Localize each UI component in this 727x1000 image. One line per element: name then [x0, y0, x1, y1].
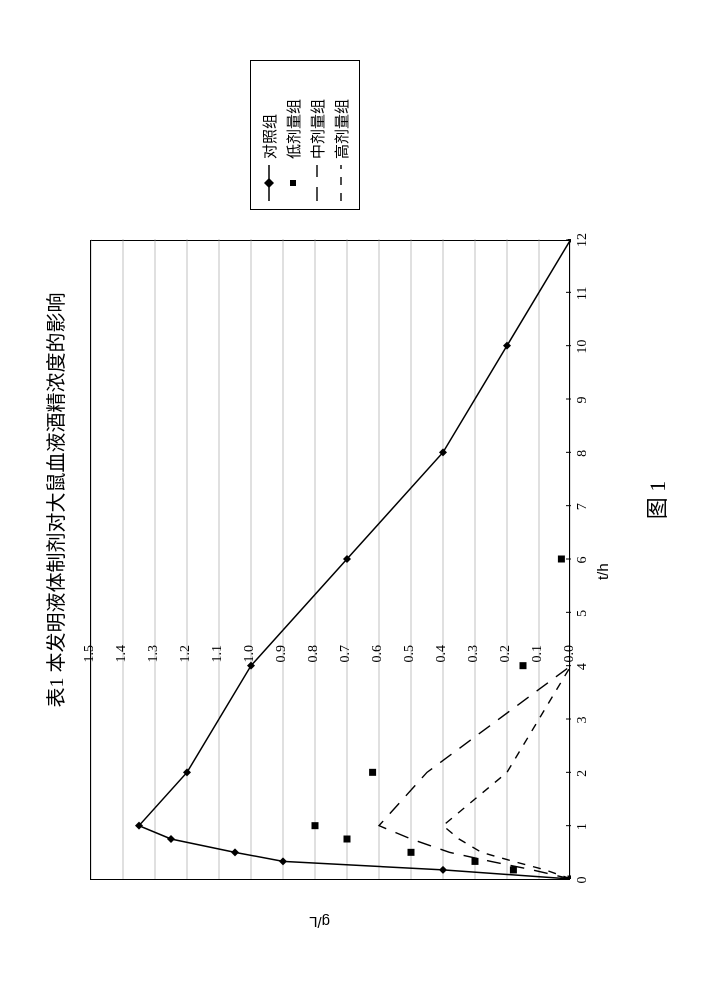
x-tick-label: 5	[575, 598, 591, 628]
plot-area	[90, 240, 570, 880]
y-tick-label: 1.4	[114, 645, 130, 685]
figure-label: 图 1	[640, 0, 672, 1000]
y-tick-label: 1.2	[178, 645, 194, 685]
chart-title: 表1 本发明液体制剂对大鼠血液酒精浓度的影响	[40, 0, 69, 1000]
y-tick-label: 1.1	[210, 645, 226, 685]
y-tick-label: 0.7	[338, 645, 354, 685]
legend-label: 对照组	[259, 114, 280, 159]
x-tick-label: 11	[575, 278, 591, 308]
y-tick-label: 1.0	[242, 645, 258, 685]
y-tick-label: 1.3	[146, 645, 162, 685]
y-axis-label: g/L	[309, 913, 330, 930]
y-tick-label: 1.5	[82, 645, 98, 685]
legend-swatch	[309, 165, 325, 201]
x-tick-label: 7	[575, 492, 591, 522]
legend: 对照组低剂量组中剂量组高剂量组	[250, 60, 360, 210]
x-tick-label: 10	[575, 332, 591, 362]
x-axis-label: t/h	[595, 563, 612, 580]
y-tick-label: 0.9	[274, 645, 290, 685]
y-tick-label: 0.6	[370, 645, 386, 685]
chart-svg	[91, 239, 571, 879]
legend-label: 高剂量组	[331, 99, 352, 159]
y-tick-label: 0.2	[498, 645, 514, 685]
y-tick-label: 0.3	[466, 645, 482, 685]
x-tick-label: 0	[575, 865, 591, 895]
legend-swatch	[333, 165, 349, 201]
x-tick-label: 8	[575, 438, 591, 468]
x-tick-label: 2	[575, 758, 591, 788]
legend-swatch	[285, 165, 301, 201]
y-tick-label: 0.5	[402, 645, 418, 685]
x-tick-label: 6	[575, 545, 591, 575]
x-tick-label: 4	[575, 652, 591, 682]
x-tick-label: 3	[575, 705, 591, 735]
x-tick-label: 12	[575, 225, 591, 255]
x-tick-label: 1	[575, 812, 591, 842]
legend-swatch	[261, 165, 277, 201]
legend-item: 对照组	[257, 69, 281, 201]
legend-label: 低剂量组	[283, 99, 304, 159]
legend-item: 低剂量组	[281, 69, 305, 201]
legend-label: 中剂量组	[307, 99, 328, 159]
legend-item: 高剂量组	[329, 69, 353, 201]
y-tick-label: 0.1	[530, 645, 546, 685]
legend-item: 中剂量组	[305, 69, 329, 201]
x-tick-label: 9	[575, 385, 591, 415]
y-tick-label: 0.8	[306, 645, 322, 685]
y-tick-label: 0.4	[434, 645, 450, 685]
